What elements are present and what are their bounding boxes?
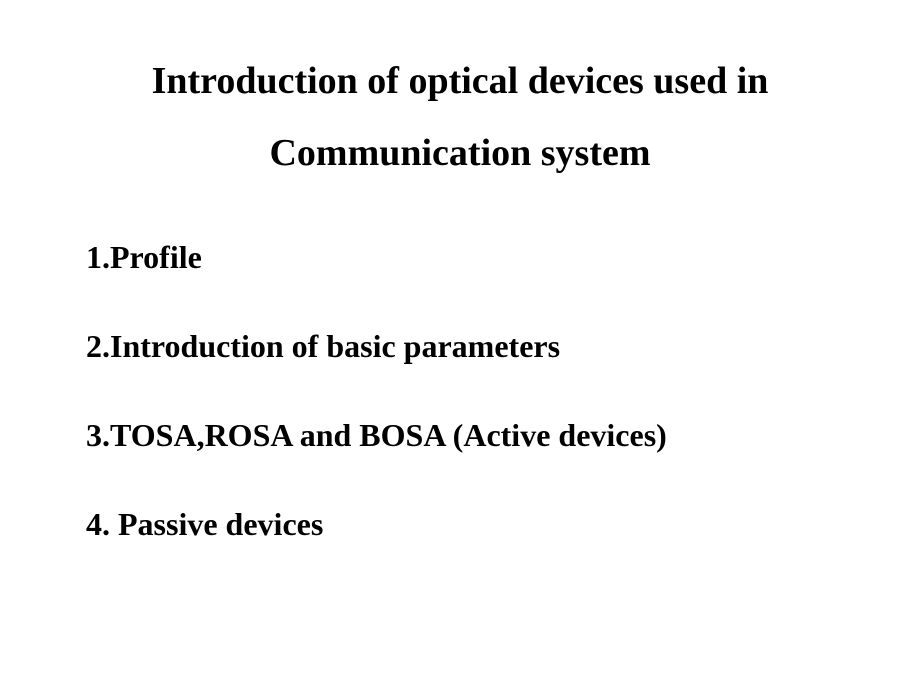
outline-list: 1.Profile 2.Introduction of basic parame… xyxy=(80,239,840,543)
list-item: 1.Profile xyxy=(86,239,840,276)
slide: Introduction of optical devices used in … xyxy=(0,0,920,690)
title-line-2: Communication system xyxy=(80,117,840,189)
list-item: 4. Passive devices xyxy=(86,506,840,543)
list-item: 3.TOSA,ROSA and BOSA (Active devices) xyxy=(86,417,840,454)
list-item: 2.Introduction of basic parameters xyxy=(86,328,840,365)
title-line-1: Introduction of optical devices used in xyxy=(80,45,840,117)
slide-title: Introduction of optical devices used in … xyxy=(80,45,840,189)
